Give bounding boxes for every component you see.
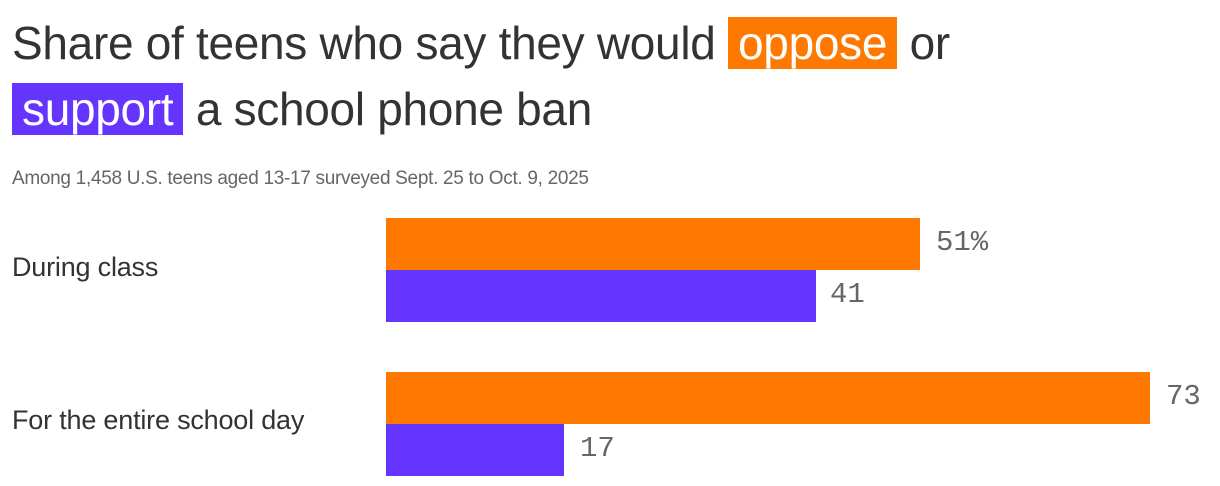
bar-entire-day-oppose: [386, 372, 1150, 424]
legend-support: support: [12, 83, 184, 135]
chart-subtitle: Among 1,458 U.S. teens aged 13-17 survey…: [12, 168, 589, 189]
bar-during-class-support: [386, 270, 816, 322]
value-entire-day-support: 17: [580, 432, 615, 465]
title-prefix: Share of teens who say they would: [12, 17, 716, 69]
title-suffix: a school phone ban: [195, 83, 592, 135]
category-label-entire-day: For the entire school day: [12, 405, 305, 435]
value-entire-day-oppose: 73: [1166, 380, 1201, 413]
value-during-class-oppose: 51%: [936, 226, 989, 259]
category-label-during-class: During class: [12, 252, 159, 282]
bar-during-class-oppose: [386, 218, 920, 270]
legend-oppose: oppose: [728, 17, 898, 69]
chart-title: Share of teens who say they would oppose…: [12, 10, 1212, 142]
bar-entire-day-support: [386, 424, 564, 476]
title-middle: or: [909, 17, 951, 69]
value-during-class-support: 41: [830, 278, 865, 311]
